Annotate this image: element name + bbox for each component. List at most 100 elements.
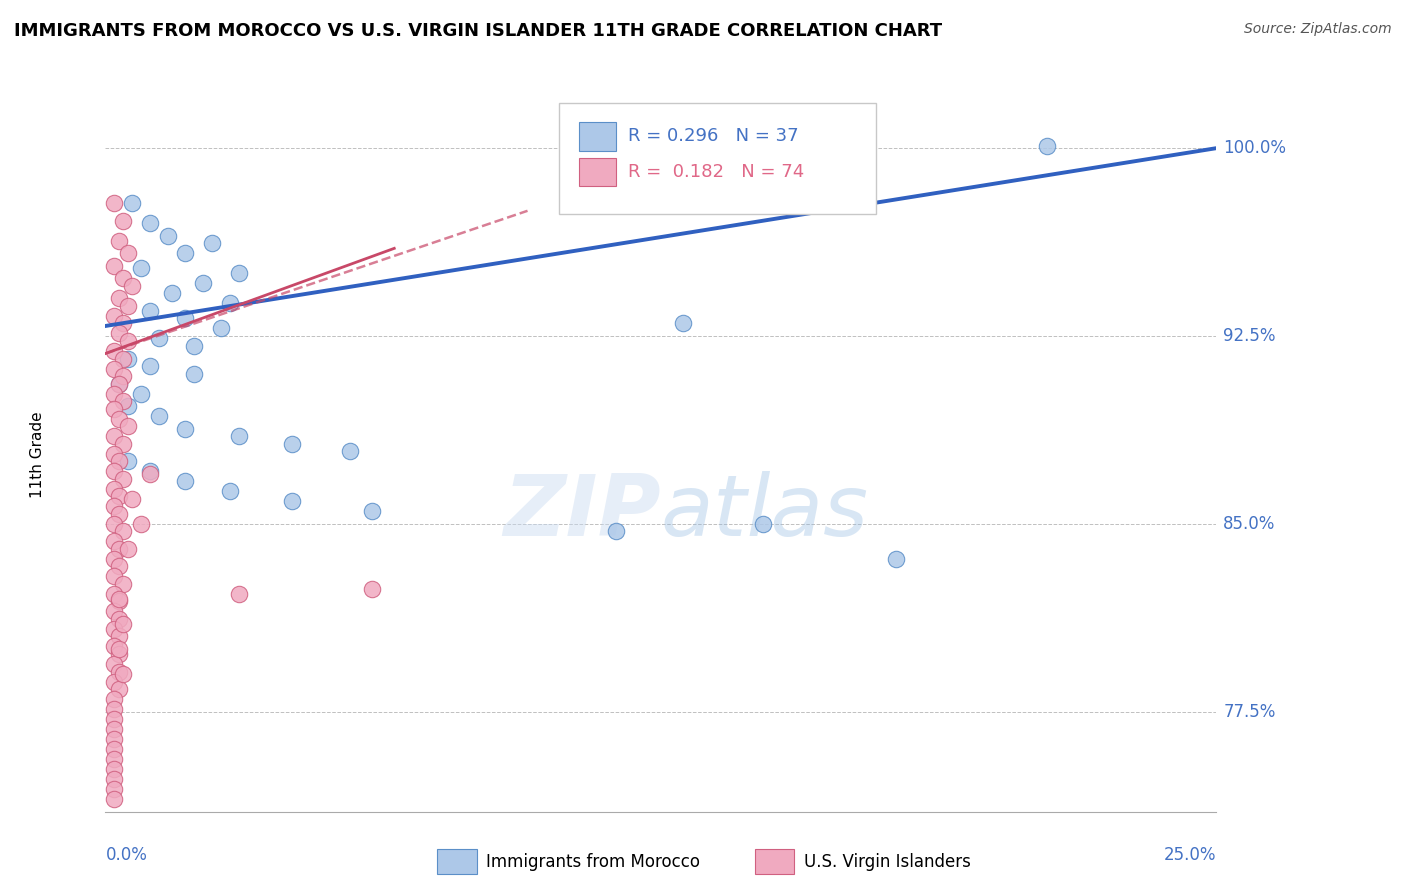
Text: 25.0%: 25.0% <box>1164 846 1216 863</box>
Point <box>129 261 152 276</box>
Point <box>361 504 384 518</box>
Point <box>103 732 125 747</box>
Point <box>752 516 775 531</box>
Point <box>605 524 627 539</box>
Point <box>103 742 125 756</box>
Point <box>139 304 162 318</box>
Point <box>103 722 125 736</box>
Point <box>281 436 304 450</box>
Point <box>103 792 125 806</box>
Point <box>112 351 135 366</box>
Point <box>103 712 125 726</box>
Point <box>218 484 240 499</box>
Point <box>174 246 197 260</box>
Point <box>121 491 143 506</box>
Point <box>103 622 125 636</box>
Point <box>103 674 125 689</box>
Point <box>117 351 139 366</box>
Text: R = 0.296   N = 37: R = 0.296 N = 37 <box>628 128 799 145</box>
Point <box>103 702 125 716</box>
Point <box>103 447 125 461</box>
Point <box>107 559 129 574</box>
Point <box>183 339 205 353</box>
Text: R =  0.182   N = 74: R = 0.182 N = 74 <box>628 163 804 181</box>
Point <box>107 376 129 391</box>
Point <box>218 296 240 310</box>
Point <box>107 292 129 306</box>
Point <box>107 630 129 644</box>
Point <box>228 587 250 601</box>
Point <box>107 234 129 248</box>
Point <box>107 647 129 661</box>
Point <box>112 667 135 681</box>
Point <box>148 331 170 345</box>
Point <box>228 429 250 443</box>
Point <box>103 344 125 359</box>
Point <box>107 681 129 696</box>
Point <box>209 321 232 335</box>
Point <box>117 541 139 556</box>
Text: 0.0%: 0.0% <box>105 846 148 863</box>
Point <box>160 286 183 301</box>
Point <box>103 569 125 583</box>
Point <box>884 551 907 566</box>
Point <box>117 299 139 313</box>
Point <box>103 657 125 671</box>
Point <box>112 577 135 591</box>
Point <box>103 196 125 211</box>
Point <box>103 604 125 618</box>
Point <box>107 326 129 341</box>
Point <box>201 236 224 251</box>
Text: IMMIGRANTS FROM MOROCCO VS U.S. VIRGIN ISLANDER 11TH GRADE CORRELATION CHART: IMMIGRANTS FROM MOROCCO VS U.S. VIRGIN I… <box>14 22 942 40</box>
Text: U.S. Virgin Islanders: U.S. Virgin Islanders <box>804 853 972 871</box>
Point <box>174 422 197 436</box>
Point <box>156 228 179 243</box>
Point <box>103 309 125 323</box>
Point <box>117 334 139 348</box>
Point <box>183 367 205 381</box>
Point <box>1036 138 1059 153</box>
Point <box>112 472 135 486</box>
Text: ZIP: ZIP <box>503 470 661 554</box>
Point <box>103 640 125 654</box>
Point <box>121 196 143 211</box>
Text: atlas: atlas <box>661 470 869 554</box>
Point <box>107 454 129 468</box>
Point <box>112 394 135 409</box>
Point <box>139 359 162 373</box>
Text: 100.0%: 100.0% <box>1223 139 1286 157</box>
Point <box>112 214 135 228</box>
Point <box>129 516 152 531</box>
Point <box>112 317 135 331</box>
Point <box>672 317 695 331</box>
Point <box>117 399 139 413</box>
Point <box>107 591 129 606</box>
Text: 77.5%: 77.5% <box>1223 703 1275 721</box>
Point <box>228 266 250 280</box>
Text: 92.5%: 92.5% <box>1223 327 1275 345</box>
Point <box>281 494 304 508</box>
Point <box>103 587 125 601</box>
Point <box>148 409 170 423</box>
Text: Source: ZipAtlas.com: Source: ZipAtlas.com <box>1244 22 1392 37</box>
Point <box>117 246 139 260</box>
Point <box>139 467 162 481</box>
Point <box>103 762 125 776</box>
Point <box>174 311 197 326</box>
Point <box>112 271 135 285</box>
Point <box>103 500 125 514</box>
Point <box>139 464 162 478</box>
Text: 11th Grade: 11th Grade <box>31 411 45 499</box>
Point <box>139 216 162 230</box>
Point <box>103 386 125 401</box>
Point <box>103 429 125 443</box>
Text: Immigrants from Morocco: Immigrants from Morocco <box>486 853 700 871</box>
Point <box>107 594 129 608</box>
Point <box>103 482 125 496</box>
Point <box>103 464 125 478</box>
Point <box>117 419 139 434</box>
Point <box>107 411 129 425</box>
Point <box>107 612 129 626</box>
Point <box>112 436 135 450</box>
Point <box>103 772 125 787</box>
